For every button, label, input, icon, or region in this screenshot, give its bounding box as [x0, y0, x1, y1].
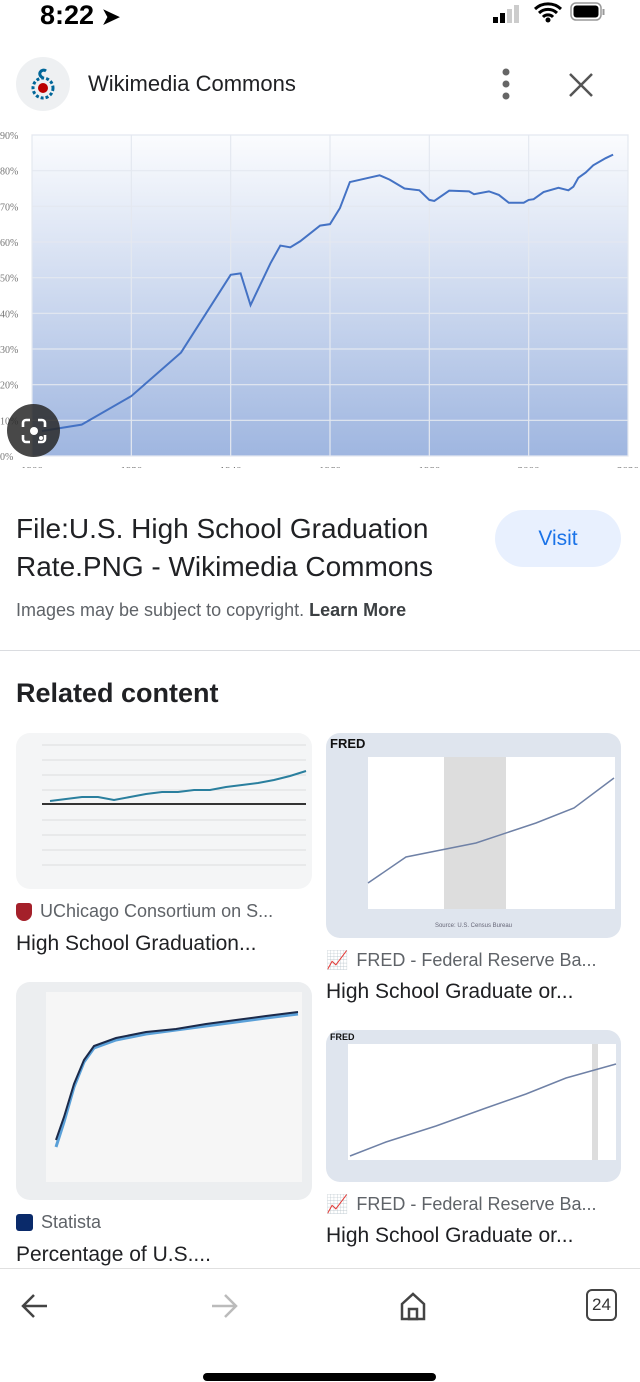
y-tick-label: 20% [0, 381, 18, 392]
y-tick-label: 40% [0, 309, 18, 320]
wikimedia-commons-logo-icon [16, 57, 70, 111]
y-tick-label: 60% [0, 238, 18, 249]
x-tick-label: 1960 [319, 465, 342, 468]
thumbnail-chart [367, 757, 615, 909]
x-tick-label: 1980 [418, 465, 441, 468]
cellular-signal-icon [493, 4, 523, 29]
statista-icon [16, 1214, 33, 1231]
data-line [41, 153, 614, 433]
y-tick-label: 70% [0, 202, 18, 213]
uchicago-shield-icon [16, 902, 32, 921]
related-card-image-2[interactable]: FRED Source: U.S. Census Bureau [326, 733, 621, 938]
close-icon[interactable] [568, 72, 594, 103]
copyright-notice: Images may be subject to copyright. Lear… [16, 600, 406, 621]
tabs-button[interactable]: 24 [586, 1289, 617, 1321]
related-card-source-3[interactable]: Statista [16, 1212, 101, 1233]
related-card-image-1[interactable] [16, 733, 312, 889]
related-card-title-4[interactable]: High School Graduate or... [326, 1224, 574, 1247]
home-icon[interactable] [399, 1291, 427, 1326]
result-title[interactable]: File:U.S. High School Graduation Rate.PN… [16, 513, 433, 582]
related-card-title-2[interactable]: High School Graduate or... [326, 980, 574, 1003]
related-content-heading: Related content [16, 678, 219, 708]
related-card-source-1[interactable]: UChicago Consortium on S... [16, 901, 273, 922]
related-card-image-3[interactable] [16, 982, 312, 1200]
arrow-back-icon[interactable] [21, 1293, 49, 1324]
learn-more-link[interactable]: Learn More [309, 600, 407, 620]
home-indicator[interactable] [203, 1373, 436, 1381]
related-card-source-2[interactable]: 📈 FRED - Federal Reserve Ba... [326, 950, 597, 970]
location-arrow-icon: ➤ [101, 4, 120, 29]
graduation-rate-chart: 0%10%20%30%40%50%60%70%80%90%19001920194… [0, 131, 640, 477]
thumb-caption: Source: U.S. Census Bureau [434, 923, 513, 929]
y-tick-label: 0% [0, 452, 13, 463]
visit-button[interactable]: Visit [495, 510, 621, 567]
google-lens-icon[interactable] [7, 404, 60, 457]
site-name: Wikimedia Commons [88, 71, 296, 96]
thumbnail-chart [42, 744, 307, 866]
x-tick-label: 1900 [21, 465, 44, 468]
bottom-nav-bar: 24 [0, 1268, 640, 1382]
related-card-title-3[interactable]: Percentage of U.S.... [16, 1243, 211, 1266]
related-card-title-1[interactable]: High School Graduation... [16, 932, 257, 955]
x-tick-label: 2000 [518, 465, 541, 468]
more-vert-icon[interactable] [497, 66, 515, 107]
y-tick-label: 50% [0, 274, 18, 285]
x-tick-label: 2020 [617, 465, 640, 468]
related-card-image-4[interactable]: FRED [326, 1030, 621, 1182]
y-tick-label: 30% [0, 345, 18, 356]
y-tick-label: 80% [0, 167, 18, 178]
battery-icon [570, 2, 606, 27]
fred-brand: FRED [330, 1032, 355, 1042]
fred-chart-icon: 📈 [326, 1194, 349, 1214]
x-tick-label: 1940 [220, 465, 243, 468]
copyright-text: Images may be subject to copyright. [16, 600, 305, 620]
main-image-chart[interactable]: 0%10%20%30%40%50%60%70%80%90%19001920194… [0, 128, 640, 477]
status-time: 8:22 ➤ [40, 0, 120, 30]
related-card-source-4[interactable]: 📈 FRED - Federal Reserve Ba... [326, 1194, 597, 1214]
thumbnail-chart [46, 992, 302, 1182]
divider [0, 650, 640, 651]
fred-chart-icon: 📈 [326, 950, 349, 970]
x-tick-label: 1920 [120, 465, 143, 468]
wifi-icon [533, 1, 563, 28]
y-tick-label: 90% [0, 131, 18, 142]
arrow-forward-icon[interactable] [210, 1293, 238, 1324]
fred-brand: FRED [330, 736, 366, 751]
thumbnail-chart [348, 1044, 617, 1160]
